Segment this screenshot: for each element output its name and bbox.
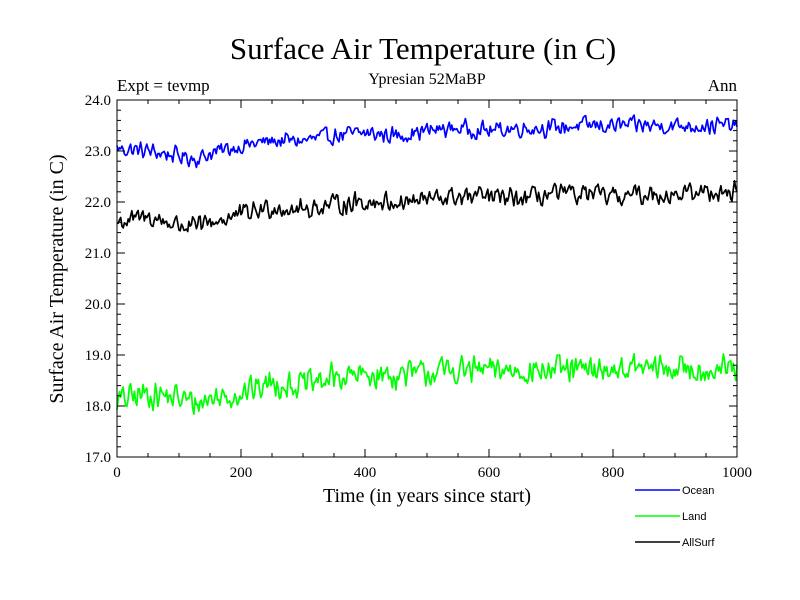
y-tick-label: 22.0 xyxy=(85,195,111,211)
y-tick-label: 20.0 xyxy=(85,297,111,313)
y-tick-label: 21.0 xyxy=(85,246,111,262)
x-tick-label: 0 xyxy=(113,465,121,481)
chart-title: Surface Air Temperature (in C) xyxy=(230,31,616,66)
legend: Ocean Land AllSurf xyxy=(635,485,715,549)
x-tick-label: 600 xyxy=(478,465,501,481)
experiment-label: Expt = tevmp xyxy=(117,76,210,95)
tick-layer: 0 200 400 600 800 1000 17.0 18.0 19.0 20.0 21.0 22.… xyxy=(85,93,752,481)
chart-subtitle: Ypresian 52MaBP xyxy=(368,71,485,88)
y-tick-label: 18.0 xyxy=(85,399,111,415)
series-line-land xyxy=(116,352,738,416)
x-axis-label: Time (in years since start) xyxy=(323,485,531,507)
y-axis-label: Surface Air Temperature (in C) xyxy=(46,154,68,403)
series-line-allsurf xyxy=(116,179,738,233)
x-tick-label: 800 xyxy=(602,465,625,481)
series-line-ocean xyxy=(116,114,738,169)
y-tick-label: 19.0 xyxy=(85,348,111,364)
y-tick-label: 17.0 xyxy=(85,450,111,466)
y-tick-label: 23.0 xyxy=(85,144,111,160)
season-label: Ann xyxy=(708,76,738,95)
series-layer xyxy=(116,114,738,416)
x-tick-label: 400 xyxy=(354,465,377,481)
x-tick-label: 200 xyxy=(230,465,253,481)
legend-label-allsurf: AllSurf xyxy=(682,537,715,549)
x-tick-label: 1000 xyxy=(722,465,752,481)
legend-label-ocean: Ocean xyxy=(682,485,714,497)
y-tick-label: 24.0 xyxy=(85,93,111,109)
legend-label-land: Land xyxy=(682,511,706,523)
